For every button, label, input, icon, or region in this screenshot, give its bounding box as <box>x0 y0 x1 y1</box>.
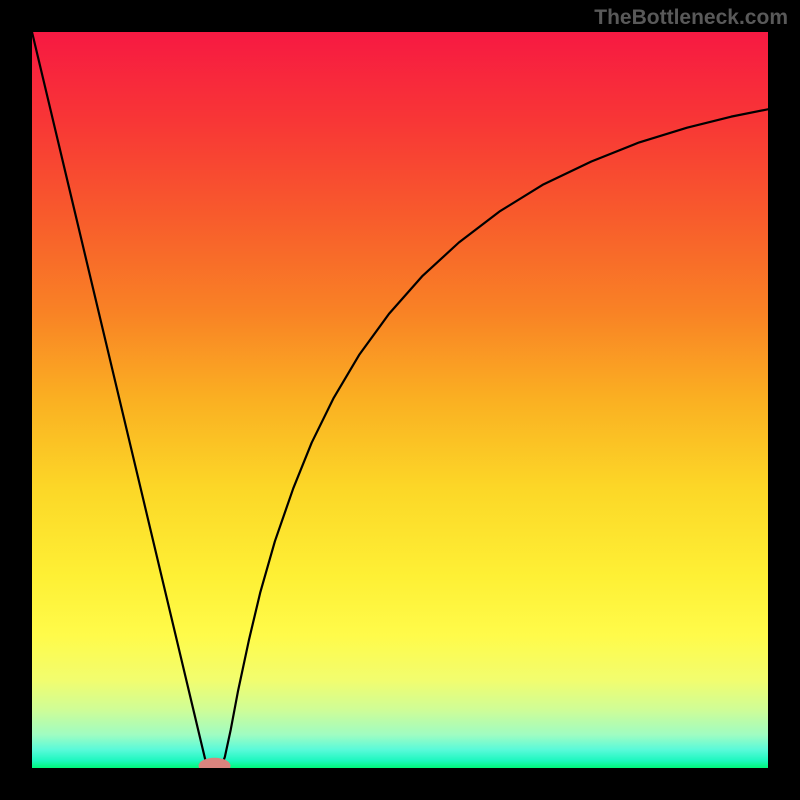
watermark-text: TheBottleneck.com <box>594 6 788 30</box>
chart-container: TheBottleneck.com <box>0 0 800 800</box>
bottleneck-chart <box>0 0 800 800</box>
plot-background <box>32 32 768 768</box>
